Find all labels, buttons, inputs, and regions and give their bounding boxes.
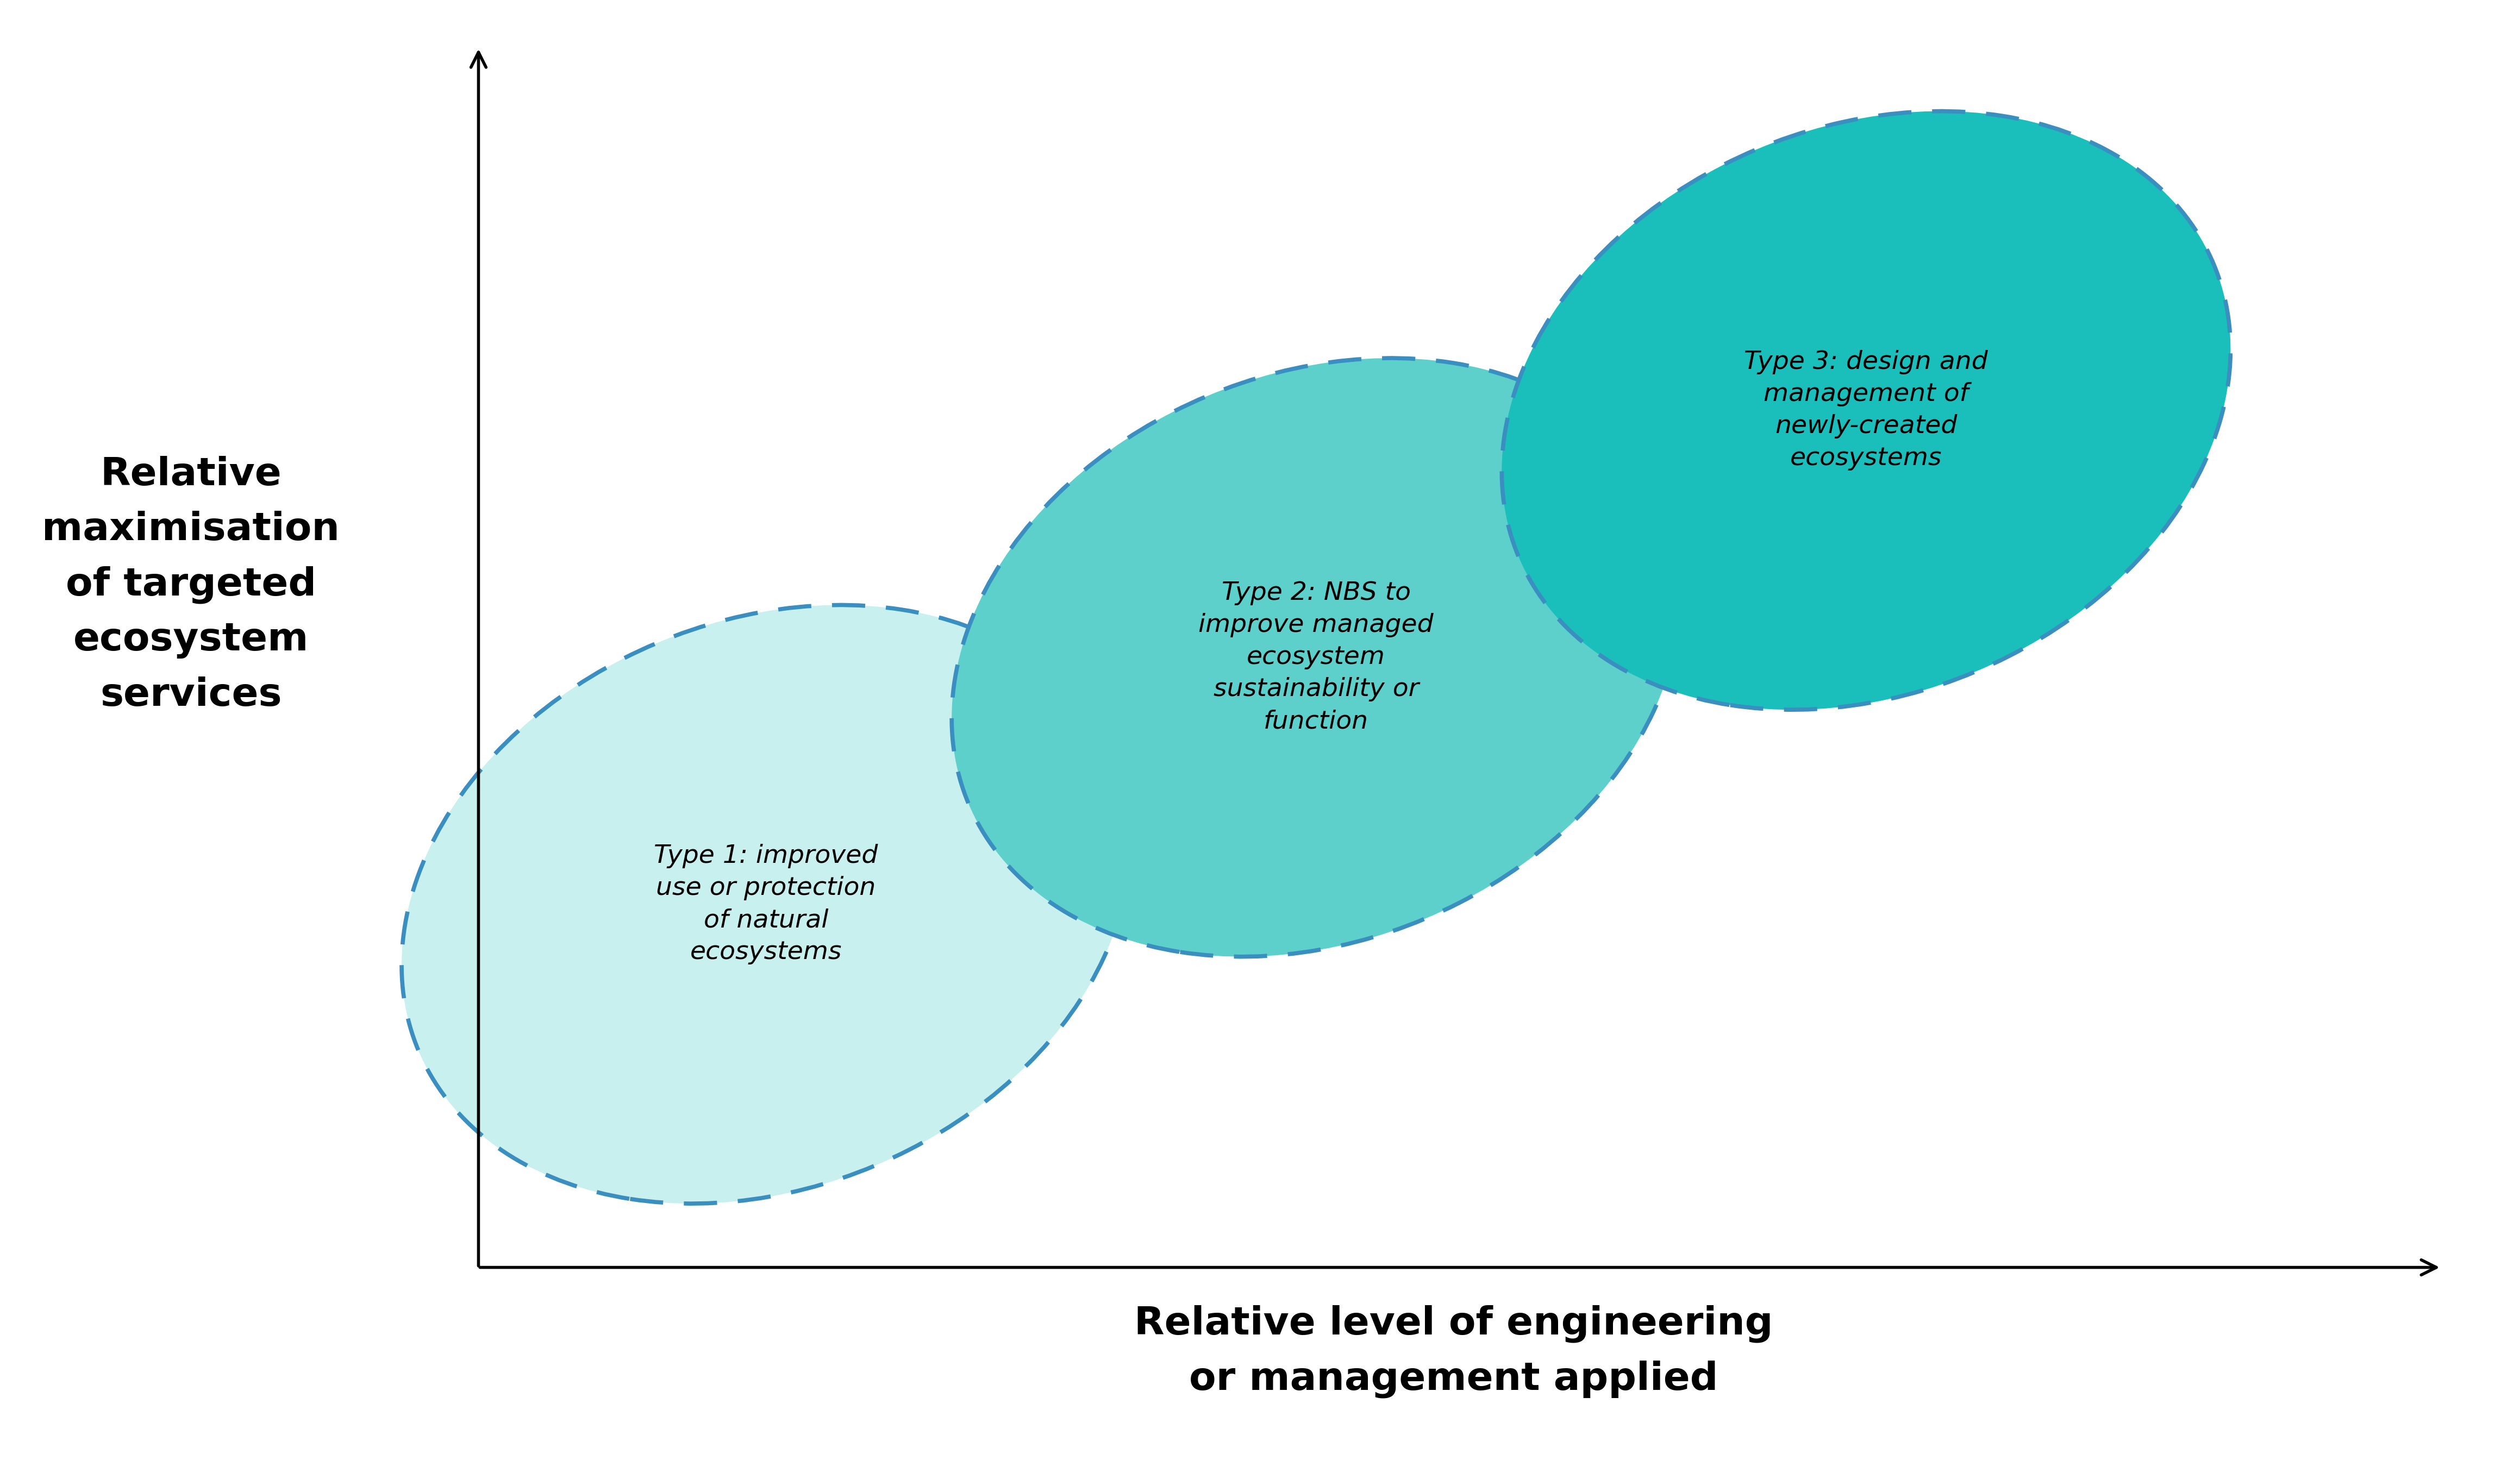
Ellipse shape bbox=[953, 358, 1681, 956]
Ellipse shape bbox=[401, 604, 1131, 1203]
Text: Type 1: improved
use or protection
of natural
ecosystems: Type 1: improved use or protection of na… bbox=[655, 844, 877, 965]
Ellipse shape bbox=[1502, 111, 2230, 710]
Text: Type 3: design and
management of
newly-created
ecosystems: Type 3: design and management of newly-c… bbox=[1744, 350, 1988, 470]
Text: Relative level of engineering
or management applied: Relative level of engineering or managem… bbox=[1134, 1305, 1774, 1399]
Text: Relative
maximisation
of targeted
ecosystem
services: Relative maximisation of targeted ecosys… bbox=[43, 456, 340, 714]
Text: Type 2: NBS to
improve managed
ecosystem
sustainability or
function: Type 2: NBS to improve managed ecosystem… bbox=[1200, 581, 1434, 734]
